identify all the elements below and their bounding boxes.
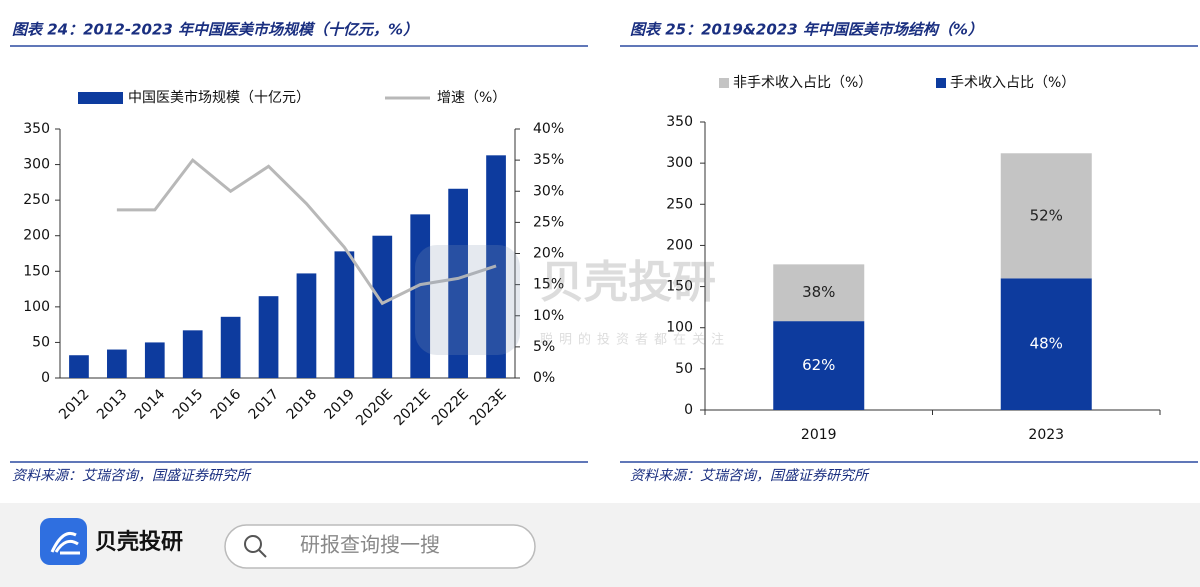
y-tick-label: 250 xyxy=(23,192,50,208)
footer-bar xyxy=(0,503,1200,587)
footer-logo-mark xyxy=(50,531,80,555)
y-tick-label: 350 xyxy=(23,121,50,137)
y-tick-label: 200 xyxy=(666,237,693,253)
legend-swatch xyxy=(78,92,123,104)
footer-brand: 贝壳投研 xyxy=(95,530,183,555)
bar xyxy=(448,188,468,378)
x-tick-label: 2021E xyxy=(391,386,434,429)
legend-swatch xyxy=(936,78,946,88)
y2-tick-label: 15% xyxy=(533,277,564,293)
bar-segment xyxy=(1000,278,1092,410)
y-tick-label: 350 xyxy=(666,114,693,130)
bar xyxy=(144,342,165,378)
chart-title: 图表 24：2012-2023 年中国医美市场规模（十亿元，%） xyxy=(12,21,418,39)
data-label: 52% xyxy=(1030,206,1063,224)
y-tick-label: 50 xyxy=(675,361,693,377)
watermark-brand: 贝壳投研 xyxy=(540,257,716,308)
bar xyxy=(107,349,127,378)
y2-tick-label: 10% xyxy=(533,308,564,324)
y2-tick-label: 30% xyxy=(533,183,564,199)
y2-tick-label: 5% xyxy=(533,339,555,355)
data-label: 62% xyxy=(802,356,835,374)
x-tick-label: 2022E xyxy=(429,386,472,429)
legend-label: 中国医美市场规模（十亿元） xyxy=(128,89,310,106)
x-tick-label: 2023 xyxy=(1028,427,1064,443)
bar xyxy=(372,235,393,378)
chart-title: 图表 25：2019&2023 年中国医美市场结构（%） xyxy=(630,21,983,39)
bar xyxy=(334,251,355,378)
data-label: 48% xyxy=(1030,335,1063,353)
y2-tick-label: 35% xyxy=(533,152,564,168)
y-tick-label: 100 xyxy=(666,320,693,336)
bar-segment xyxy=(773,264,865,322)
search-icon xyxy=(244,535,262,553)
y-tick-label: 0 xyxy=(41,370,50,386)
y2-tick-label: 25% xyxy=(533,214,564,230)
y2-tick-label: 20% xyxy=(533,246,564,262)
watermark: 贝壳投研 聪明的投资者都在关注 xyxy=(415,245,730,355)
x-tick-label: 2013 xyxy=(94,386,131,423)
bar xyxy=(258,296,279,378)
watermark-slogan: 聪明的投资者都在关注 xyxy=(540,332,730,348)
search-box[interactable] xyxy=(224,524,536,569)
legend-label: 非手术收入占比（%） xyxy=(733,75,872,91)
data-label: 38% xyxy=(802,283,835,301)
source: 资料来源：艾瑞咨询，国盛证券研究所 xyxy=(630,468,870,484)
legend-label: 增速（%） xyxy=(437,90,506,106)
y-tick-label: 200 xyxy=(23,228,50,244)
line xyxy=(116,157,497,306)
bar xyxy=(182,330,203,378)
y-tick-label: 250 xyxy=(666,196,693,212)
y-tick-label: 50 xyxy=(32,334,50,350)
x-tick-label: 2019 xyxy=(801,427,837,443)
y-tick-label: 300 xyxy=(23,157,50,173)
footer-logo xyxy=(40,518,87,565)
y-tick-label: 150 xyxy=(666,279,693,295)
x-tick-label: 2017 xyxy=(246,386,283,423)
y-tick-label: 0 xyxy=(684,402,693,418)
y-tick-label: 300 xyxy=(666,155,693,171)
x-tick-label: 2015 xyxy=(170,386,207,423)
search-placeholder: 研报查询搜一搜 xyxy=(300,533,440,557)
y-tick-label: 100 xyxy=(23,299,50,315)
bar xyxy=(69,355,89,378)
search-icon xyxy=(258,549,267,558)
watermark-logo xyxy=(415,245,520,355)
y-tick-label: 150 xyxy=(23,263,50,279)
source: 资料来源：艾瑞咨询，国盛证券研究所 xyxy=(12,468,252,484)
bar-segment xyxy=(773,321,865,410)
y2-tick-label: 0% xyxy=(533,370,555,386)
bar-segment xyxy=(1000,153,1092,279)
y2-tick-label: 40% xyxy=(533,121,564,137)
bar xyxy=(410,214,431,378)
x-tick-label: 2023E xyxy=(467,386,510,429)
x-tick-label: 2016 xyxy=(208,386,245,423)
x-tick-label: 2018 xyxy=(284,386,321,423)
legend-label: 手术收入占比（%） xyxy=(950,75,1075,91)
legend-swatch xyxy=(719,78,729,88)
x-tick-label: 2020E xyxy=(353,386,396,429)
x-tick-label: 2012 xyxy=(56,386,93,423)
x-tick-label: 2014 xyxy=(132,386,169,423)
bar xyxy=(220,316,241,378)
bar xyxy=(296,273,317,378)
